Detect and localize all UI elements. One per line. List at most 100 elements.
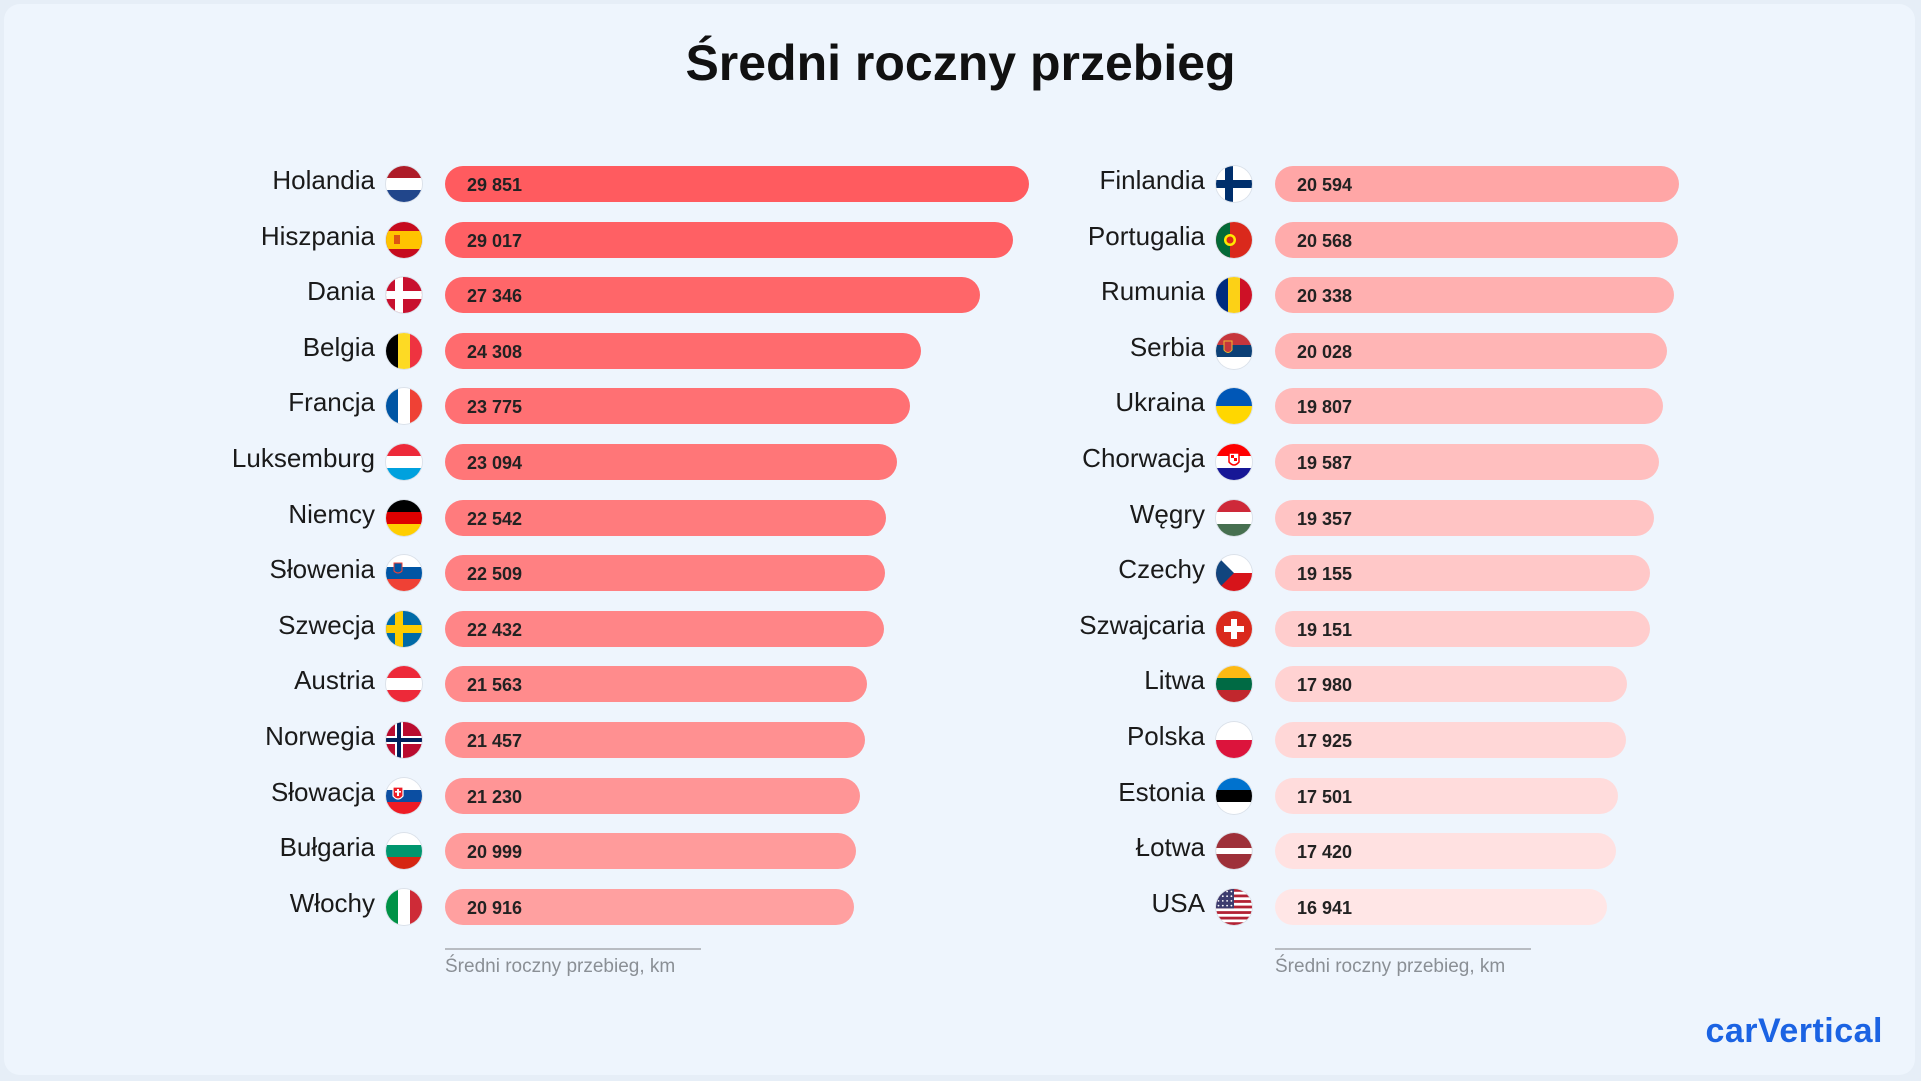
bar-value-label: 22 509 bbox=[467, 564, 523, 585]
bar bbox=[445, 499, 886, 536]
bar-value-label: 23 775 bbox=[467, 397, 523, 418]
country-label: Słowacja bbox=[270, 776, 375, 807]
belgium-flag-icon bbox=[386, 332, 422, 369]
hungary-flag-icon bbox=[1216, 499, 1252, 536]
romania-flag-icon bbox=[1216, 277, 1252, 314]
bar-value-label: 22 542 bbox=[467, 508, 523, 529]
bar bbox=[445, 388, 911, 425]
bar bbox=[445, 833, 856, 870]
country-label: Szwecja bbox=[278, 609, 375, 640]
usa-flag-icon bbox=[1216, 888, 1252, 925]
chart-title: Średni roczny przebieg bbox=[685, 35, 1236, 91]
bar bbox=[445, 166, 1029, 202]
bar-value-label: 17 501 bbox=[1297, 786, 1353, 807]
ukraine-flag-icon bbox=[1216, 388, 1252, 425]
bar-value-label: 21 563 bbox=[467, 675, 523, 696]
bar-value-label: 22 432 bbox=[467, 619, 523, 640]
axis-line bbox=[445, 948, 701, 950]
carvertical-logo: carVertical bbox=[1705, 1012, 1883, 1050]
bar-value-label: 19 807 bbox=[1297, 397, 1353, 418]
bar-value-label: 24 308 bbox=[467, 341, 523, 362]
country-label: Bułgaria bbox=[279, 832, 375, 863]
czechia-flag-icon bbox=[1216, 555, 1252, 592]
country-label: Portugalia bbox=[1087, 220, 1205, 251]
norway-flag-icon bbox=[386, 722, 422, 758]
estonia-flag-icon bbox=[1216, 777, 1252, 814]
bar bbox=[1275, 833, 1617, 870]
bar bbox=[445, 555, 886, 592]
bar bbox=[1275, 888, 1607, 925]
bar bbox=[445, 332, 921, 369]
bar bbox=[445, 221, 1013, 258]
bar-value-label: 16 941 bbox=[1297, 897, 1353, 918]
country-label: Finlandia bbox=[1099, 165, 1205, 195]
spain-flag-icon bbox=[386, 221, 422, 258]
country-label: Hiszpania bbox=[260, 220, 375, 251]
country-label: Litwa bbox=[1144, 665, 1205, 696]
bar bbox=[1275, 221, 1679, 258]
country-label: Szwajcaria bbox=[1079, 609, 1205, 640]
bar-value-label: 20 028 bbox=[1297, 341, 1353, 362]
bar bbox=[1275, 777, 1618, 814]
country-label: Polska bbox=[1126, 721, 1205, 751]
bar bbox=[1275, 166, 1679, 202]
bar-value-label: 29 017 bbox=[467, 230, 523, 251]
country-label: Norwegia bbox=[265, 721, 375, 751]
portugal-flag-icon bbox=[1216, 221, 1252, 258]
bar-value-label: 21 457 bbox=[467, 731, 523, 751]
country-label: Francja bbox=[288, 387, 375, 418]
denmark-flag-icon bbox=[386, 277, 422, 314]
sweden-flag-icon bbox=[386, 610, 422, 647]
latvia-flag-icon bbox=[1216, 833, 1252, 870]
country-label: USA bbox=[1151, 887, 1205, 918]
country-label: Rumunia bbox=[1100, 276, 1205, 307]
bar bbox=[1275, 610, 1651, 647]
bar bbox=[445, 722, 865, 758]
lithuania-flag-icon bbox=[1216, 666, 1252, 703]
bar-value-label: 20 594 bbox=[1297, 175, 1353, 195]
country-label: Serbia bbox=[1129, 331, 1205, 362]
bar-value-label: 20 916 bbox=[467, 897, 523, 918]
bulgaria-flag-icon bbox=[386, 833, 422, 870]
country-label: Belgia bbox=[302, 331, 375, 362]
bar bbox=[1275, 332, 1668, 369]
slovenia-flag-icon bbox=[386, 555, 422, 592]
bar-value-label: 17 925 bbox=[1297, 731, 1353, 751]
country-label: Niemcy bbox=[288, 498, 375, 529]
croatia-flag-icon bbox=[1216, 444, 1252, 480]
germany-flag-icon bbox=[386, 499, 422, 536]
luxembourg-flag-icon bbox=[386, 444, 422, 480]
bar-value-label: 19 151 bbox=[1297, 619, 1353, 640]
country-label: Węgry bbox=[1129, 498, 1205, 529]
bar-value-label: 19 587 bbox=[1297, 453, 1353, 473]
switzerland-flag-icon bbox=[1216, 610, 1252, 647]
bar bbox=[445, 777, 861, 814]
country-label: Włochy bbox=[289, 887, 375, 918]
bar-value-label: 17 980 bbox=[1297, 675, 1353, 696]
country-label: Słowenia bbox=[269, 554, 375, 585]
austria-flag-icon bbox=[386, 666, 422, 703]
bar-value-label: 20 568 bbox=[1297, 230, 1353, 251]
bar bbox=[1275, 277, 1674, 314]
x-axis-label: Średni roczny przebieg, km bbox=[1275, 956, 1506, 977]
serbia-flag-icon bbox=[1216, 332, 1252, 369]
country-label: Austria bbox=[294, 665, 375, 696]
bar bbox=[445, 888, 855, 925]
country-label: Chorwacja bbox=[1082, 443, 1205, 473]
bar bbox=[445, 277, 980, 314]
netherlands-flag-icon bbox=[386, 166, 422, 202]
country-label: Czechy bbox=[1118, 554, 1205, 585]
finland-flag-icon bbox=[1216, 166, 1252, 202]
country-label: Holandia bbox=[272, 165, 375, 195]
axis-line bbox=[1275, 948, 1531, 950]
country-label: Luksemburg bbox=[231, 443, 375, 473]
bar-value-label: 20 999 bbox=[467, 842, 523, 863]
bar-value-label: 27 346 bbox=[467, 286, 523, 307]
bar bbox=[445, 444, 897, 480]
bar-value-label: 21 230 bbox=[467, 786, 523, 807]
bar-value-label: 20 338 bbox=[1297, 286, 1353, 307]
bar bbox=[1275, 555, 1651, 592]
bar-value-label: 23 094 bbox=[467, 453, 523, 473]
bar bbox=[1275, 444, 1659, 480]
slovakia-flag-icon bbox=[386, 777, 422, 814]
